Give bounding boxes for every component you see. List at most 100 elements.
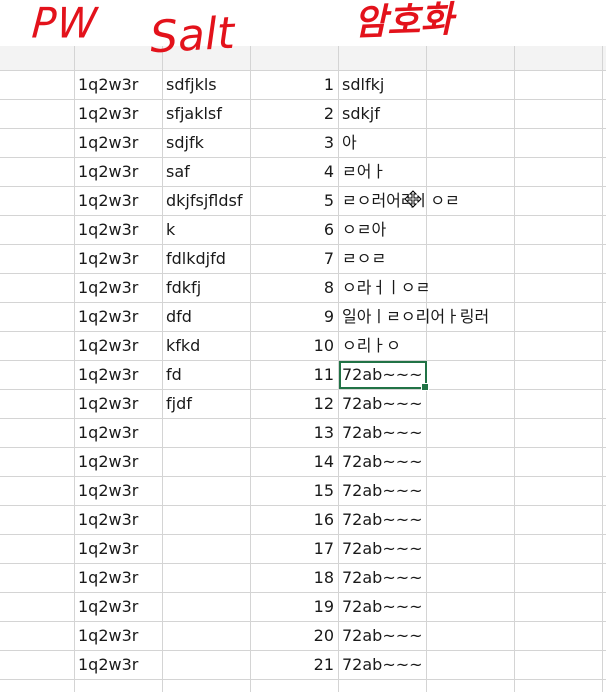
table-row[interactable]: 1q2w3r sdfjkls 1 sdlfkj (0, 71, 606, 100)
cell-number[interactable]: 15 (313, 481, 334, 500)
cell-salt[interactable] (166, 593, 248, 621)
cell-salt[interactable]: fdkfj (166, 278, 202, 297)
cell-pw[interactable]: 1q2w3r (78, 568, 139, 587)
cell-pw[interactable]: 1q2w3r (78, 365, 139, 384)
cell-salt[interactable]: fd (166, 365, 182, 384)
cell-salt[interactable]: k (166, 220, 176, 239)
cell-encrypted[interactable]: 72ab~~~ (342, 626, 423, 645)
cell-encrypted[interactable]: 72ab~~~ (342, 423, 423, 442)
cell-encrypted[interactable]: sdkjf (342, 104, 380, 123)
cell-pw[interactable]: 1q2w3r (78, 655, 139, 674)
table-row[interactable]: 1q2w3r 18 72ab~~~ (0, 564, 606, 593)
table-row[interactable]: 1q2w3r saf 4 ㄹ어ㅏ (0, 158, 606, 187)
cell-salt[interactable] (166, 448, 248, 476)
table-row[interactable]: 1q2w3r dkjfsjfldsf 5 ㄹㅇ러어라ㅣㅇㄹ (0, 187, 606, 216)
cell-pw[interactable]: 1q2w3r (78, 104, 139, 123)
cell-number[interactable]: 6 (323, 220, 334, 239)
cell-number[interactable]: 7 (323, 249, 334, 268)
cell-number[interactable]: 11 (313, 365, 334, 384)
cell-salt[interactable]: fdlkdjfd (166, 249, 226, 268)
cell-salt[interactable] (166, 419, 248, 447)
cell-encrypted[interactable]: ㄹㅇ러어라ㅣㅇㄹ (342, 191, 460, 210)
table-row[interactable]: 1q2w3r 14 72ab~~~ (0, 448, 606, 477)
cell-salt[interactable] (166, 477, 248, 505)
cell-pw[interactable]: 1q2w3r (78, 597, 139, 616)
table-row[interactable]: 1q2w3r 20 72ab~~~ (0, 622, 606, 651)
cell-salt[interactable]: dkjfsjfldsf (166, 191, 243, 210)
cell-encrypted[interactable]: 72ab~~~ (342, 539, 423, 558)
table-row[interactable]: 1q2w3r 16 72ab~~~ (0, 506, 606, 535)
cell-encrypted[interactable]: 아 (342, 133, 357, 152)
cell-encrypted[interactable]: ㄹㅇㄹ (342, 249, 387, 268)
cell-salt[interactable] (166, 651, 248, 679)
cell-encrypted[interactable]: ㄹ어ㅏ (342, 162, 387, 181)
cell-pw[interactable]: 1q2w3r (78, 249, 139, 268)
cell-salt[interactable]: sdfjkls (166, 75, 217, 94)
cell-salt[interactable]: fjdf (166, 394, 192, 413)
cell-number[interactable]: 13 (313, 423, 334, 442)
table-row[interactable]: 1q2w3r 15 72ab~~~ (0, 477, 606, 506)
cell-pw[interactable]: 1q2w3r (78, 452, 139, 471)
cell-number[interactable]: 17 (313, 539, 334, 558)
cell-number[interactable]: 14 (313, 452, 334, 471)
cell-encrypted[interactable]: 72ab~~~ (342, 481, 423, 500)
cell-number[interactable]: 18 (313, 568, 334, 587)
cell-pw[interactable]: 1q2w3r (78, 394, 139, 413)
cell-number[interactable]: 10 (313, 336, 334, 355)
cell-pw[interactable]: 1q2w3r (78, 307, 139, 326)
cell-salt[interactable] (166, 564, 248, 592)
cell-salt[interactable]: dfd (166, 307, 192, 326)
cell-number[interactable]: 20 (313, 626, 334, 645)
cell-pw[interactable]: 1q2w3r (78, 539, 139, 558)
cell-encrypted[interactable]: ㅇㄹ아 (342, 220, 387, 239)
cell-encrypted[interactable]: 72ab~~~ (342, 597, 423, 616)
cell-number[interactable]: 16 (313, 510, 334, 529)
cell-number[interactable]: 2 (323, 104, 334, 123)
active-cell-selection[interactable] (339, 361, 429, 391)
cell-salt[interactable]: sdjfk (166, 133, 204, 152)
spreadsheet-grid[interactable]: 1q2w3r sdfjkls 1 sdlfkj 1q2w3r sfjaklsf 2 sdkjf… (0, 46, 606, 692)
cell-pw[interactable]: 1q2w3r (78, 510, 139, 529)
table-row[interactable]: 1q2w3r sfjaklsf 2 sdkjf (0, 100, 606, 129)
cell-encrypted[interactable]: 72ab~~~ (342, 394, 423, 413)
cell-encrypted[interactable]: sdlfkj (342, 75, 385, 94)
cell-pw[interactable]: 1q2w3r (78, 278, 139, 297)
cell-salt[interactable]: sfjaklsf (166, 104, 222, 123)
cell-number[interactable]: 21 (313, 655, 334, 674)
cell-salt[interactable]: saf (166, 162, 190, 181)
table-row[interactable]: 1q2w3r 17 72ab~~~ (0, 535, 606, 564)
cell-pw[interactable]: 1q2w3r (78, 626, 139, 645)
cell-pw[interactable]: 1q2w3r (78, 481, 139, 500)
cell-pw[interactable]: 1q2w3r (78, 133, 139, 152)
cell-number[interactable]: 12 (313, 394, 334, 413)
fill-handle[interactable] (421, 383, 429, 391)
cell-number[interactable]: 4 (323, 162, 334, 181)
table-row[interactable]: 1q2w3r kfkd 10 ㅇ리ㅏㅇ (0, 332, 606, 361)
cell-salt[interactable]: kfkd (166, 336, 201, 355)
cell-number[interactable]: 1 (323, 75, 334, 94)
cell-pw[interactable]: 1q2w3r (78, 423, 139, 442)
table-row[interactable]: 1q2w3r 19 72ab~~~ (0, 593, 606, 622)
cell-pw[interactable]: 1q2w3r (78, 336, 139, 355)
cell-encrypted[interactable]: ㅇ라ㅓㅣㅇㄹ (342, 278, 431, 297)
cell-encrypted[interactable]: 72ab~~~ (342, 568, 423, 587)
cell-number[interactable]: 5 (323, 191, 334, 210)
table-row[interactable]: 1q2w3r dfd 9 일아ㅣㄹㅇ리어ㅏ링러 (0, 303, 606, 332)
table-row[interactable]: 1q2w3r fd 11 72ab~~~ (0, 361, 606, 391)
cell-pw[interactable]: 1q2w3r (78, 191, 139, 210)
cell-encrypted[interactable]: ㅇ리ㅏㅇ (342, 336, 401, 355)
cell-number[interactable]: 9 (323, 307, 334, 326)
cell-pw[interactable]: 1q2w3r (78, 75, 139, 94)
table-row[interactable]: 1q2w3r 21 72ab~~~ (0, 651, 606, 680)
table-row[interactable]: 1q2w3r fdlkdjfd 7 ㄹㅇㄹ (0, 245, 606, 274)
cell-salt[interactable] (166, 535, 248, 563)
cell-pw[interactable]: 1q2w3r (78, 162, 139, 181)
cell-salt[interactable] (166, 506, 248, 534)
cell-number[interactable]: 19 (313, 597, 334, 616)
cell-salt[interactable] (166, 622, 248, 650)
cell-encrypted[interactable]: 72ab~~~ (342, 452, 423, 471)
cell-pw[interactable]: 1q2w3r (78, 220, 139, 239)
cell-encrypted[interactable]: 72ab~~~ (342, 365, 423, 384)
table-row[interactable]: 1q2w3r 13 72ab~~~ (0, 419, 606, 448)
cell-encrypted[interactable]: 72ab~~~ (342, 655, 423, 674)
